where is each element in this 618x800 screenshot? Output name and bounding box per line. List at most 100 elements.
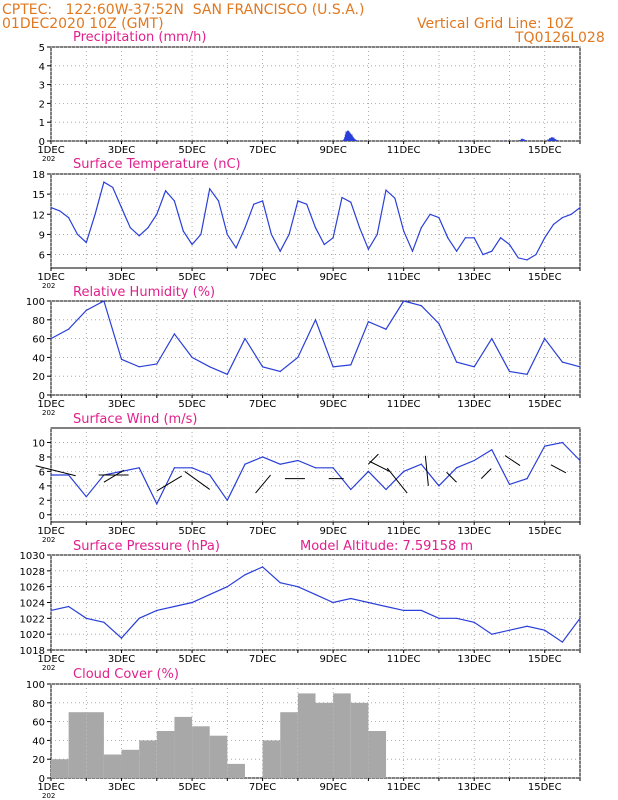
header-right2: TQ0126L028	[515, 30, 605, 46]
pressure-point	[120, 637, 123, 639]
x-tick-label: 15DEC	[528, 272, 562, 283]
wind-point	[473, 459, 475, 462]
x-tick-label: 3DEC	[108, 399, 135, 410]
x-tick-label: 5DEC	[178, 272, 205, 283]
y-tick-label: 15	[32, 190, 45, 201]
temp-point	[191, 243, 193, 246]
x-tick-label: 1DEC	[37, 272, 64, 283]
wind-arrow	[184, 471, 210, 490]
wind-arrow	[504, 455, 521, 467]
y-tick-label: 60	[32, 718, 45, 729]
temp-point	[438, 217, 440, 219]
temp-point	[217, 200, 220, 202]
panel-temp: 6 9 12 15 18 1DEC 3DEC 5DEC 7DEC 9DEC 11DEC 13DEC 15…	[32, 157, 581, 290]
wind-arrow	[550, 464, 567, 474]
temp-point	[526, 259, 528, 261]
plot-frame	[50, 46, 581, 142]
cloud-bar	[297, 693, 316, 778]
panel-title: Surface Temperature (nC)	[73, 157, 241, 172]
x-tick-label: 5DEC	[178, 654, 205, 665]
temp-point	[156, 213, 158, 215]
wind-arrow	[386, 467, 408, 494]
temp-point	[288, 233, 290, 236]
pressure-point	[526, 625, 528, 627]
x-tick-label: 11DEC	[387, 399, 421, 410]
y-tick-label: 80	[32, 699, 45, 710]
pressure-point	[367, 601, 369, 604]
wind-point	[209, 474, 211, 476]
pressure-point	[226, 586, 228, 588]
precip-bar	[550, 137, 553, 141]
pressure-point	[173, 605, 176, 608]
x-tick-label: 1DEC	[37, 654, 64, 665]
precip-bar	[554, 139, 557, 141]
x-tick-label: 7DEC	[249, 782, 276, 793]
x-tick-label: 15DEC	[528, 526, 562, 537]
temp-point	[314, 227, 317, 229]
wind-arrow	[369, 460, 390, 472]
panel-title: Cloud Cover (%)	[73, 667, 179, 682]
precip-bar	[466, 140, 469, 141]
wind-point	[85, 496, 87, 498]
temp-point	[173, 200, 176, 202]
wind-point	[367, 470, 369, 472]
wind-point	[279, 463, 281, 465]
wind-arrow	[35, 465, 76, 477]
panel-wind: 0 2 4 6 8 10 1DEC 3DEC 5DEC 7DEC 9DEC 11DEC 13DEC 15D…	[32, 412, 581, 544]
temp-point	[376, 233, 378, 236]
rh-point	[420, 305, 422, 307]
temp-point	[279, 250, 281, 252]
panel-precip: 0 1 2 3 4 5 1DEC 3DEC 5DEC 7DEC 9DEC 11DEC 13DEC 15DE…	[37, 30, 581, 163]
temp-point	[200, 233, 202, 236]
y-tick-label: 6	[39, 467, 45, 478]
temp-point	[297, 200, 299, 202]
x-tick-label: 15DEC	[528, 654, 562, 665]
wind-point	[297, 459, 299, 462]
pressure-point	[385, 605, 387, 608]
rh-point	[385, 328, 387, 330]
header-line2: 01DEC2020 10Z (GMT)	[2, 16, 164, 32]
y-tick-label: 1030	[20, 551, 45, 562]
precip-bar	[549, 138, 552, 141]
temp-point	[561, 217, 563, 219]
wind-point	[332, 467, 334, 469]
pressure-point	[191, 601, 193, 604]
rh-point	[209, 366, 211, 368]
x-tick-label: 15DEC	[528, 782, 562, 793]
wind-point	[544, 445, 546, 447]
cloud-bar	[227, 763, 245, 778]
rh-point	[526, 373, 528, 375]
wind-arrow	[424, 455, 429, 486]
x-tick-label: 1DEC	[37, 399, 64, 410]
wind-point	[579, 459, 581, 462]
rh-point	[314, 319, 317, 321]
x-tick-label: 7DEC	[249, 272, 276, 283]
y-tick-label: 6	[39, 251, 45, 262]
rh-point	[156, 363, 158, 365]
precip-bar	[501, 140, 504, 141]
pressure-point	[297, 586, 299, 588]
temp-point	[367, 248, 369, 250]
temp-point	[270, 233, 273, 236]
wind-point	[491, 449, 493, 451]
y-tick-label: 1028	[20, 567, 45, 578]
rh-point	[332, 366, 334, 368]
x-tick-label: 11DEC	[387, 654, 421, 665]
temp-point	[473, 237, 475, 239]
temp-point	[385, 189, 387, 191]
cloud-bar	[280, 712, 298, 778]
cloud-bar	[174, 716, 193, 778]
temp-point	[482, 253, 484, 256]
temp-point	[165, 190, 167, 192]
y-tick-label: 9	[39, 230, 45, 241]
temp-point	[579, 206, 581, 209]
pressure-point	[420, 609, 422, 612]
precip-bar	[556, 140, 559, 141]
rh-point	[473, 366, 475, 368]
pressure-point	[68, 605, 70, 608]
panel-title: Surface Wind (m/s)	[73, 412, 197, 427]
rh-point	[297, 356, 299, 358]
cloud-bar	[192, 726, 210, 778]
panel-extra: Model Altitude: 7.59158 m	[300, 539, 473, 554]
wind-point	[68, 474, 70, 476]
